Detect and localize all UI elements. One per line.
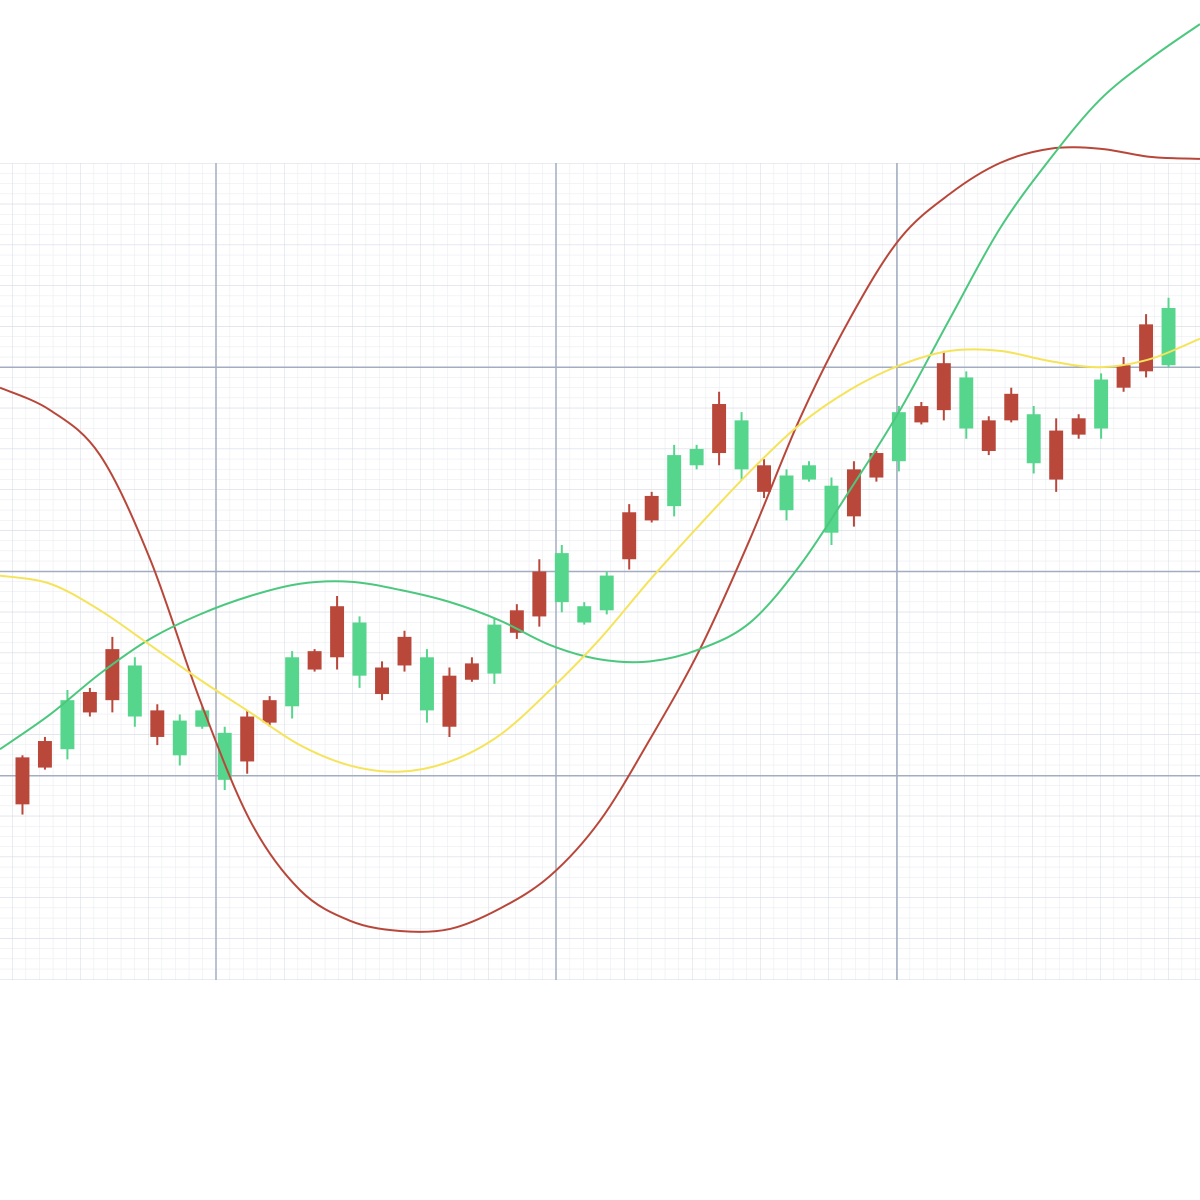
candle-body [1094, 379, 1109, 429]
candle-body [779, 475, 794, 511]
candle-body [330, 606, 345, 658]
candle-body [869, 453, 884, 478]
candle-body [554, 553, 569, 603]
candle-body [959, 377, 974, 429]
candle-body [1004, 393, 1019, 421]
candle-body [352, 622, 367, 676]
candle-body [262, 700, 277, 723]
candle-body [105, 649, 120, 701]
candle-body [375, 667, 389, 695]
candle-body [487, 624, 502, 674]
candle-body [442, 675, 457, 727]
candle-body [307, 651, 322, 670]
candle-body [644, 495, 659, 521]
candle-body [15, 757, 30, 805]
candle-body [240, 716, 255, 762]
candle-body [1116, 365, 1131, 388]
candle-body [577, 606, 592, 623]
candle-body [150, 710, 165, 737]
candle-body [285, 657, 300, 707]
candles [15, 297, 1176, 815]
candle-body [981, 420, 996, 451]
candle-body [802, 465, 816, 480]
candle-body [622, 512, 637, 560]
candle-body [667, 455, 682, 507]
candle-body [757, 465, 772, 492]
candle-body [217, 732, 232, 780]
candle-body [891, 412, 906, 462]
candle-body [1071, 418, 1086, 435]
candle-body [127, 665, 142, 717]
indicator-line [0, 146, 1200, 933]
candle-body [82, 692, 97, 713]
candle-body [824, 485, 839, 533]
candle-body [1049, 430, 1064, 480]
candle-body [734, 420, 749, 470]
candle-body [420, 657, 434, 711]
candle-body [689, 448, 704, 466]
candle-body [397, 636, 412, 666]
candle-body [60, 700, 75, 750]
candle-body [1161, 308, 1176, 366]
candle-body [172, 720, 187, 756]
candle-body [846, 469, 861, 517]
candle-body [37, 741, 52, 768]
candle-body [599, 575, 614, 611]
indicator-line [0, 337, 1200, 773]
candle-body [532, 571, 547, 617]
candle-body [1139, 324, 1154, 372]
candle-body [712, 404, 727, 454]
indicator-line [0, 23, 1200, 751]
candle-body [464, 663, 479, 680]
candle-body [1026, 414, 1041, 464]
candle-body [936, 363, 951, 411]
candle-body [914, 406, 929, 423]
